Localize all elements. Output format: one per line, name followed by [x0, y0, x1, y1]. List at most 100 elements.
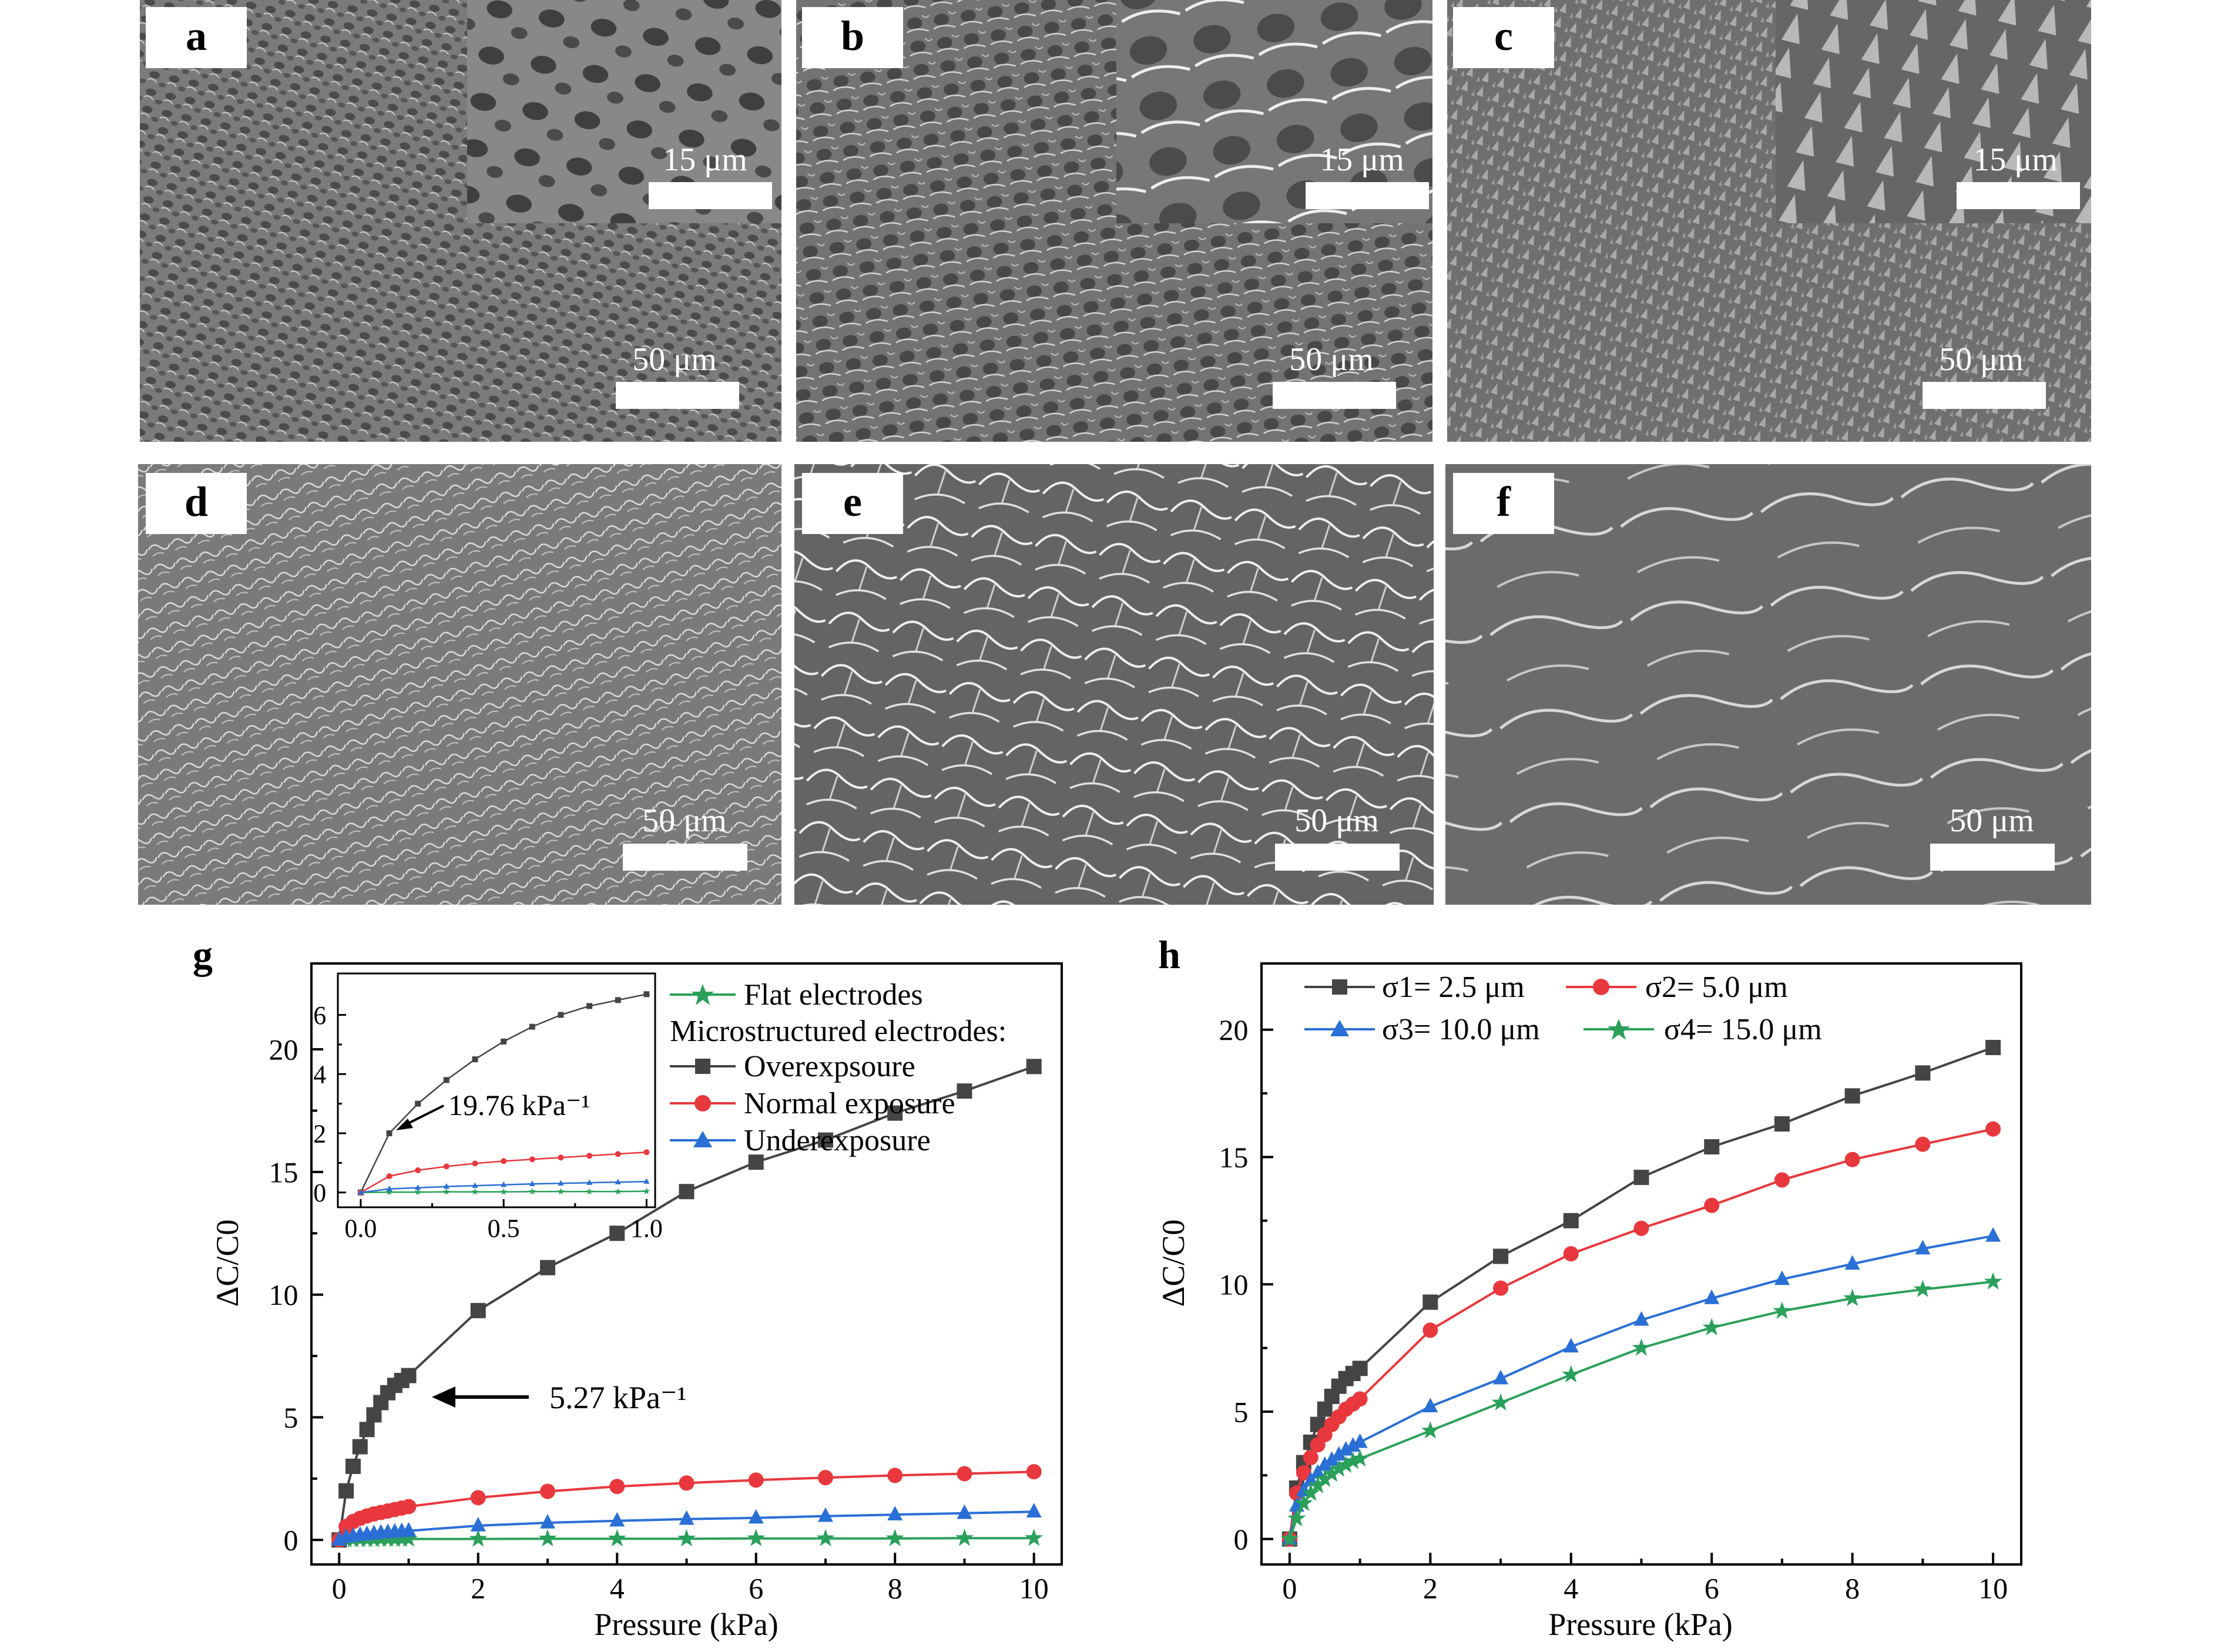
- chart-h-data-point: [1774, 1270, 1790, 1285]
- panel-label-b: b: [841, 12, 864, 59]
- chart-g-inset-data-point: [614, 1188, 622, 1195]
- scale-bar-c: [1923, 382, 2046, 409]
- chart-h-data-point: [1296, 1465, 1311, 1480]
- chart-g-data-point: [1026, 1464, 1042, 1480]
- chart-g-series-2: [331, 1059, 1042, 1548]
- scale-bar-b: [1273, 382, 1396, 409]
- chart-g-data-point: [540, 1260, 556, 1275]
- chart-h-data-point: [1985, 1227, 2001, 1242]
- chart-g-ytick-label: 5: [284, 1401, 298, 1434]
- chart-h-xtick-label: 10: [1978, 1572, 2008, 1605]
- chart-g-inset-data-point: [557, 1188, 565, 1195]
- chart-h-data-point: [1491, 1393, 1510, 1411]
- chart-g-inset-data-point: [472, 1182, 478, 1188]
- chart-g-data-point: [747, 1529, 766, 1546]
- chart-g-inset-data-point: [586, 1188, 593, 1195]
- chart-g-data-point: [345, 1458, 361, 1474]
- chart-g-ytick-label: 10: [269, 1278, 298, 1311]
- chart-g-xtick-label: 4: [610, 1572, 625, 1605]
- panel-label-c: c: [1494, 12, 1513, 59]
- chart-g-data-point: [385, 1529, 404, 1547]
- chart-h-data-point: [1352, 1361, 1368, 1376]
- panel-label-d: d: [184, 478, 208, 525]
- chart-g-data-point: [679, 1475, 695, 1491]
- panel-label-f: f: [1497, 478, 1511, 525]
- chart-h-data-point: [1493, 1248, 1509, 1264]
- chart-g-inset-data-point: [443, 1077, 449, 1083]
- chart-g-xlabel: Pressure (kPa): [594, 1607, 778, 1642]
- chart-h-data-point: [1352, 1391, 1368, 1407]
- chart-g-data-point: [679, 1184, 695, 1200]
- scale-label-b: 50 μm: [1289, 341, 1374, 378]
- chart-h-data-point: [1330, 1459, 1348, 1477]
- chart-g-inset-data-point: [386, 1186, 392, 1191]
- chart-h-ytick-label: 15: [1219, 1141, 1249, 1174]
- chart-g-data-point: [538, 1529, 557, 1547]
- legend-label-s4: σ4= 15.0 μm: [1664, 1013, 1822, 1046]
- chart-h-frame: [1260, 962, 2022, 1566]
- chart-g-inset-data-point: [529, 1156, 535, 1163]
- chart-g-inset-ytick-label: 0: [313, 1178, 326, 1207]
- chart-g-inset-data-point: [615, 1178, 621, 1184]
- chart-h-xlabel: Pressure (kPa): [1548, 1607, 1732, 1642]
- legend-marker-s2: [1593, 979, 1609, 995]
- chart-g-inset-data-point: [501, 1181, 507, 1187]
- chart-g-inset-data-point: [472, 1160, 478, 1167]
- chart-h-data-point: [1294, 1493, 1313, 1512]
- chart-g-data-point: [1026, 1503, 1042, 1517]
- chart-h-data-point: [1774, 1172, 1790, 1188]
- chart-h-legend: σ1= 2.5 μm σ2= 5.0 μm σ3= 10.0 μm σ4= 15…: [1304, 971, 1822, 1046]
- chart-h-ytick-label: 20: [1219, 1013, 1249, 1046]
- chart-g-inset-ticks: 0.0 0.5 1.0 0 2 4 6: [313, 1001, 663, 1243]
- chart-h-data-point: [1422, 1322, 1438, 1338]
- chart-g-inset-data-point: [443, 1183, 449, 1189]
- chart-h-data-point: [1985, 1121, 2001, 1137]
- chart-h-ticks: 0 2 4 6 8 10 0 5 10 15 20: [1219, 1013, 2008, 1604]
- chart-h-data-point: [1352, 1433, 1368, 1448]
- scale-label-a: 50 μm: [632, 341, 717, 378]
- chart-g-data-point: [401, 1522, 417, 1537]
- chart-h-data-point: [1915, 1240, 1931, 1255]
- chart-g-inset-data-point: [615, 1151, 621, 1157]
- chart-g-data-point: [816, 1529, 835, 1546]
- chart-g-inset-series-2: [357, 991, 650, 1196]
- chart-h-series-3: [1281, 1227, 2001, 1545]
- chart-h-data-point: [1317, 1456, 1333, 1471]
- chart-g-xtick-label: 2: [471, 1572, 485, 1605]
- chart-h-ytick-label: 10: [1219, 1268, 1249, 1301]
- chart-g-inset-data-point: [471, 1188, 479, 1195]
- chart-h-data-point: [1704, 1197, 1720, 1213]
- scale-label-c: 50 μm: [1939, 341, 2024, 378]
- chart-g-inset-data-point: [643, 1187, 650, 1194]
- chart-h-data-point: [1421, 1421, 1440, 1439]
- legend-marker-s4: [1608, 1019, 1630, 1040]
- chart-h-data-point: [1563, 1338, 1579, 1353]
- chart-h-data-point: [1633, 1220, 1649, 1236]
- chart-h-series: [1280, 1040, 2002, 1547]
- chart-h-series-2: [1281, 1121, 2001, 1547]
- sem-image-d: [138, 464, 781, 905]
- legend-heading: Microstructured electrodes:: [670, 1015, 1007, 1048]
- scale-bar-f: [1930, 844, 2055, 871]
- sem-panel-e: e 50 μm: [794, 464, 1434, 905]
- chart-g-data-point: [392, 1529, 411, 1547]
- chart-g-data-point: [540, 1483, 556, 1499]
- chart-h: 0 2 4 6 8 10 0 5 10 15 20 Pressure (kPa) ΔC/C0 σ1=…: [1156, 962, 2022, 1642]
- legend-label-normal: Normal exposure: [744, 1087, 955, 1120]
- chart-g-data-point: [1025, 1529, 1044, 1546]
- legend-label-flat: Flat electrodes: [744, 978, 923, 1012]
- chart-g-data-point: [748, 1154, 764, 1170]
- scale-label-f: 50 μm: [1950, 803, 2034, 839]
- chart-g-inset: 0.0 0.5 1.0 0 2 4 6 19.76 kPa⁻¹: [313, 972, 663, 1243]
- legend-marker-s1: [1332, 979, 1347, 995]
- chart-g-inset-data-point: [442, 1188, 450, 1195]
- chart-h-xtick-label: 8: [1845, 1572, 1860, 1605]
- chart-g-ytick-label: 20: [269, 1033, 298, 1066]
- panel-label-box-a: [146, 7, 247, 68]
- legend-marker-s3: [1330, 1020, 1349, 1036]
- sem-panel-f: f 50 μm: [1445, 464, 2091, 905]
- chart-g-data-point: [679, 1510, 695, 1525]
